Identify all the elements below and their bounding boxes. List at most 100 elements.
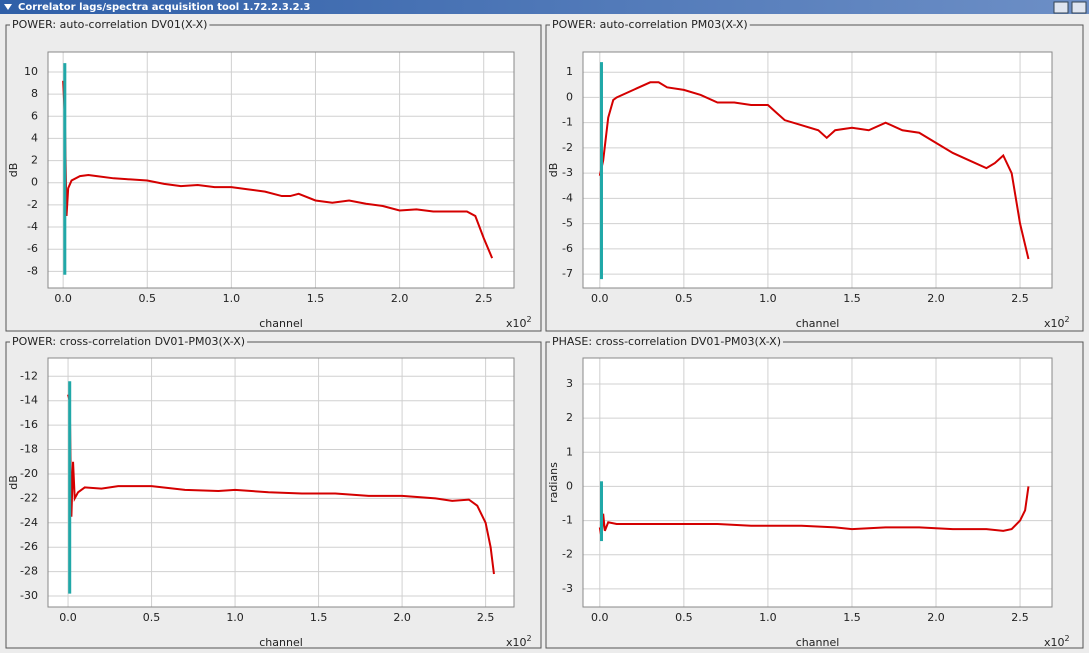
- x-multiplier: x102: [1044, 315, 1070, 331]
- plot-area: [582, 51, 1053, 289]
- y-tick-label: 1: [566, 65, 573, 78]
- y-axis-label: dB: [7, 163, 20, 178]
- panel-title: POWER: auto-correlation DV01(X-X): [12, 18, 207, 31]
- plot-area: [47, 51, 515, 289]
- x-multiplier-base: x10: [1044, 317, 1065, 330]
- data-line: [598, 81, 1030, 260]
- y-tick-label: -20: [20, 467, 38, 480]
- y-tick-label: -28: [20, 565, 38, 578]
- plot-frame: [582, 357, 1053, 608]
- plot-area: [582, 357, 1053, 608]
- x-multiplier-base: x10: [506, 636, 527, 649]
- panel-title: POWER: auto-correlation PM03(X-X): [552, 18, 748, 31]
- y-axis-label: dB: [7, 475, 20, 490]
- y-tick-label: 10: [24, 65, 38, 78]
- y-tick-label: -2: [562, 548, 573, 561]
- y-tick-label: -6: [562, 242, 573, 255]
- panel-title: PHASE: cross-correlation DV01-PM03(X-X): [552, 335, 781, 348]
- minimize-button[interactable]: [1053, 1, 1069, 14]
- y-tick-label: -1: [562, 116, 573, 129]
- y-tick-label: -16: [20, 418, 38, 431]
- y-tick-label: -12: [20, 369, 38, 382]
- x-tick-label: 2.5: [1011, 611, 1029, 624]
- title-bar: [0, 0, 1089, 14]
- x-tick-label: 2.5: [475, 292, 493, 305]
- panel-title-bg: [550, 335, 783, 348]
- x-multiplier-exponent: 2: [1065, 315, 1070, 324]
- x-tick-label: 1.0: [226, 611, 244, 624]
- y-tick-label: -4: [27, 220, 38, 233]
- x-tick-label: 2.0: [391, 292, 409, 305]
- x-tick-label: 2.0: [927, 292, 945, 305]
- data-line: [67, 394, 495, 575]
- x-tick-label: 0.5: [675, 611, 693, 624]
- x-axis-label: channel: [259, 636, 303, 649]
- x-tick-label: 0.0: [591, 611, 609, 624]
- x-axis-label: channel: [796, 317, 840, 330]
- panel-frame: [5, 341, 542, 649]
- y-tick-label: -3: [562, 582, 573, 595]
- y-tick-label: 2: [31, 154, 38, 167]
- y-tick-label: 0: [31, 176, 38, 189]
- y-tick-label: 3: [566, 377, 573, 390]
- plot-frame: [582, 51, 1053, 289]
- y-tick-label: 2: [566, 411, 573, 424]
- x-tick-label: 2.5: [1011, 292, 1029, 305]
- x-multiplier-base: x10: [506, 317, 527, 330]
- panel-title-bg: [10, 18, 210, 31]
- x-tick-label: 1.0: [759, 292, 777, 305]
- x-tick-label: 1.0: [223, 292, 241, 305]
- x-tick-label: 0.0: [54, 292, 72, 305]
- panel-frame: [5, 24, 542, 332]
- x-tick-label: 2.0: [927, 611, 945, 624]
- panel-title-bg: [10, 335, 248, 348]
- window-title: Correlator lags/spectra acquisition tool…: [18, 2, 310, 13]
- x-tick-label: 1.5: [843, 611, 861, 624]
- y-tick-label: -1: [562, 514, 573, 527]
- y-tick-label: 6: [31, 109, 38, 122]
- y-tick-label: -5: [562, 217, 573, 230]
- y-axis-label: dB: [547, 163, 560, 178]
- panel-title-bg: [550, 18, 750, 31]
- panel-frame: [545, 24, 1084, 332]
- x-axis-label: channel: [259, 317, 303, 330]
- x-tick-label: 0.5: [143, 611, 161, 624]
- y-tick-label: -22: [20, 491, 38, 504]
- x-tick-label: 0.5: [675, 292, 693, 305]
- x-tick-label: 1.0: [759, 611, 777, 624]
- x-multiplier: x102: [1044, 634, 1070, 650]
- plot-frame: [47, 51, 515, 289]
- y-tick-label: -30: [20, 589, 38, 602]
- x-tick-label: 1.5: [310, 611, 328, 624]
- x-multiplier-exponent: 2: [1065, 634, 1070, 643]
- x-tick-label: 1.5: [843, 292, 861, 305]
- y-tick-label: -18: [20, 443, 38, 456]
- x-multiplier: x102: [506, 315, 532, 331]
- y-tick-label: -14: [20, 394, 38, 407]
- y-tick-label: -2: [27, 198, 38, 211]
- y-tick-label: -8: [27, 264, 38, 277]
- y-tick-label: -26: [20, 540, 38, 553]
- y-tick-label: 4: [31, 131, 38, 144]
- x-multiplier-base: x10: [1044, 636, 1065, 649]
- panel-title: POWER: cross-correlation DV01-PM03(X-X): [12, 335, 245, 348]
- x-multiplier-exponent: 2: [527, 634, 532, 643]
- data-line: [62, 80, 494, 259]
- window-menu[interactable]: [4, 4, 12, 10]
- x-multiplier: x102: [506, 634, 532, 650]
- x-tick-label: 0.5: [139, 292, 157, 305]
- y-tick-label: 8: [31, 87, 38, 100]
- x-multiplier-exponent: 2: [527, 315, 532, 324]
- y-tick-label: -6: [27, 242, 38, 255]
- x-tick-label: 0.0: [591, 292, 609, 305]
- y-tick-label: 0: [566, 479, 573, 492]
- y-tick-label: -4: [562, 191, 573, 204]
- y-tick-label: -24: [20, 516, 38, 529]
- y-tick-label: 0: [566, 90, 573, 103]
- maximize-button[interactable]: [1071, 1, 1087, 14]
- y-tick-label: -2: [562, 141, 573, 154]
- y-axis-label: radians: [547, 462, 560, 503]
- y-tick-label: 1: [566, 445, 573, 458]
- y-tick-label: -3: [562, 166, 573, 179]
